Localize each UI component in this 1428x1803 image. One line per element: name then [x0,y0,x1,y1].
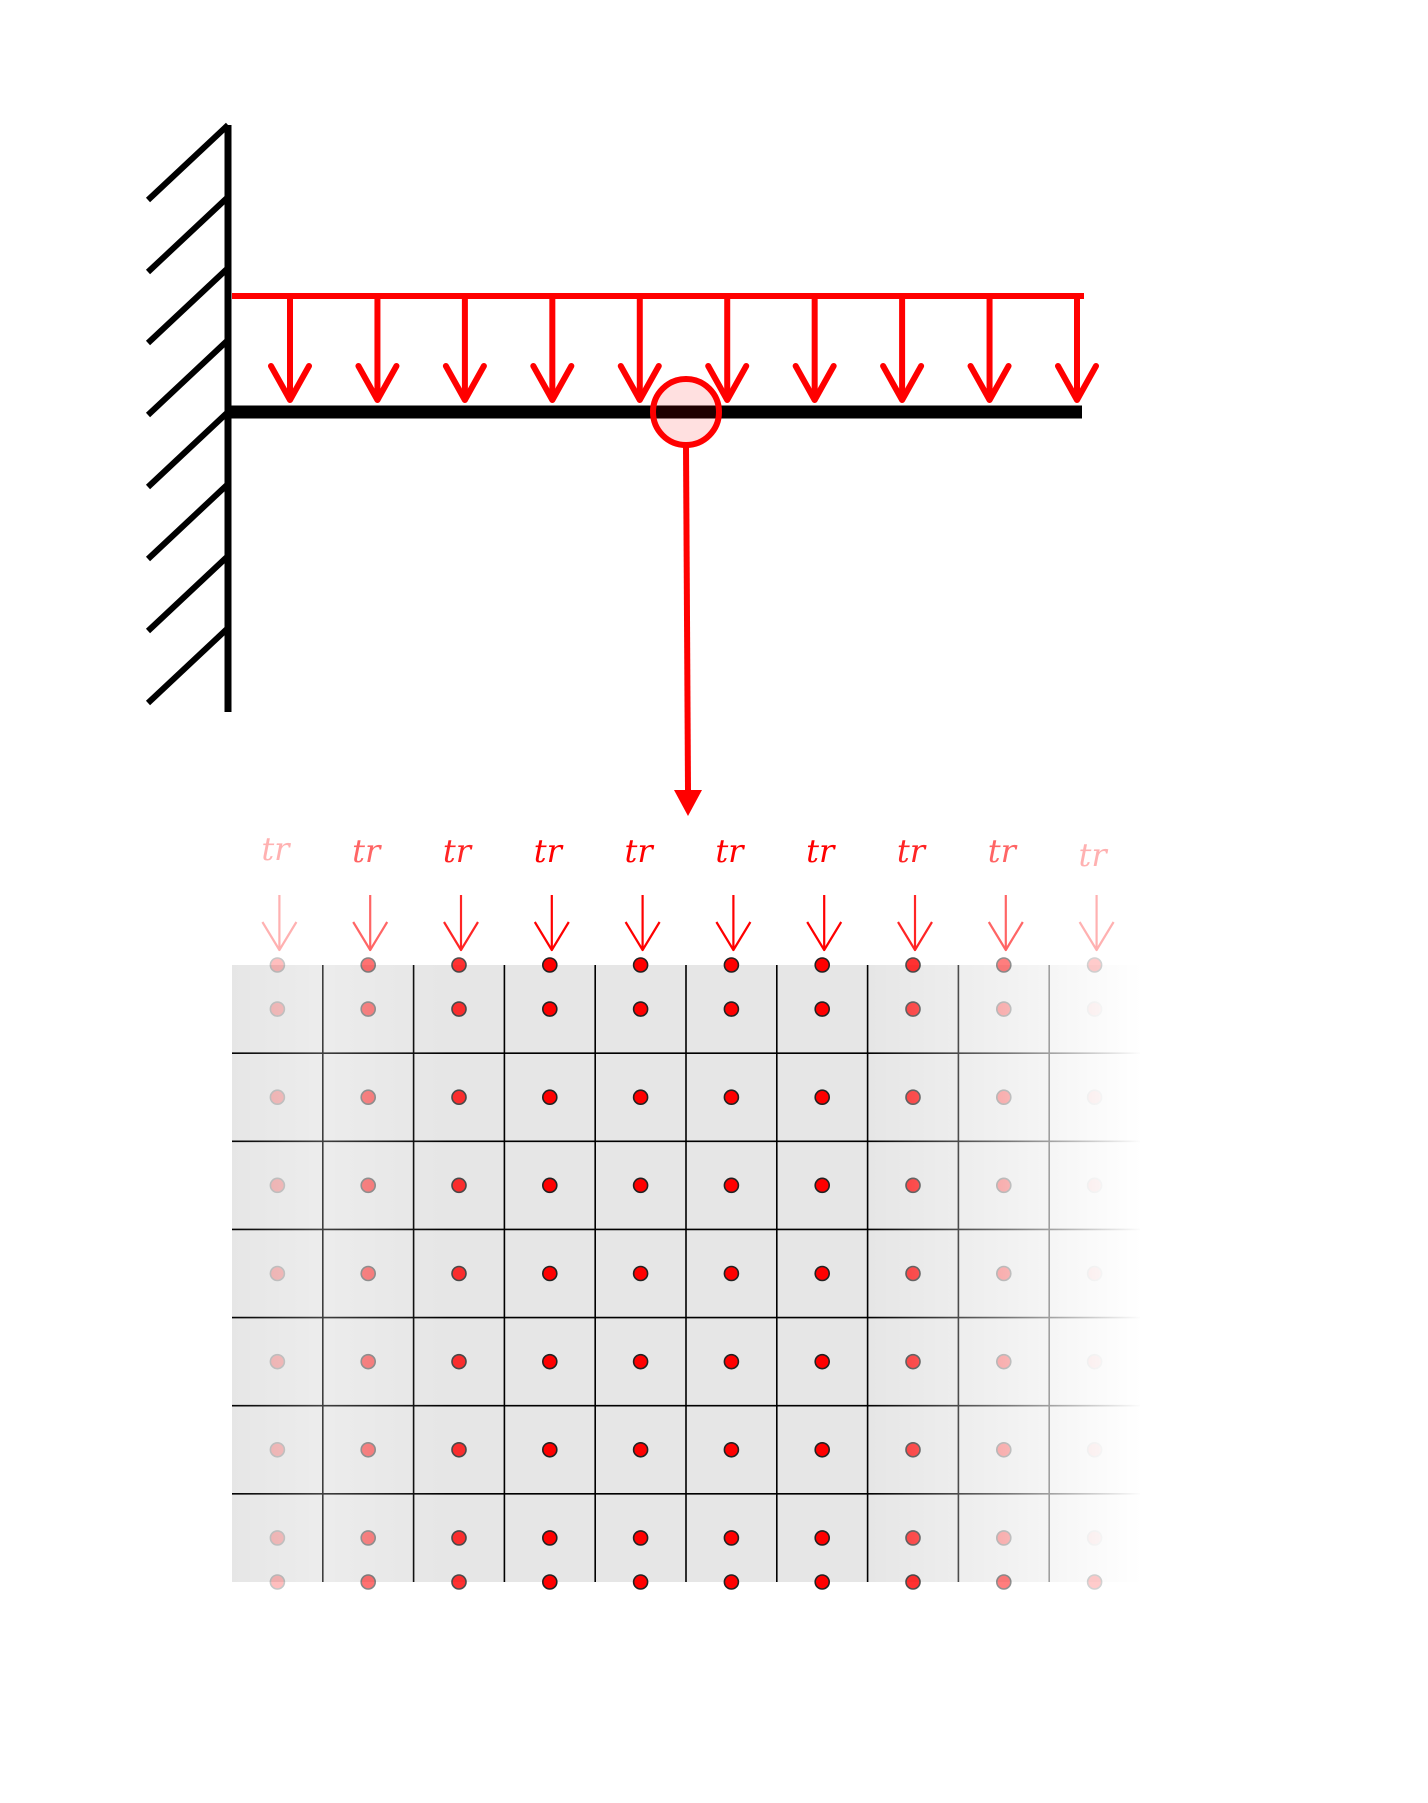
hatch-line [145,409,231,490]
traction-label: tr [897,832,927,870]
load-arrow [880,296,925,403]
boundary-point [995,957,1012,973]
boundary-point [632,957,649,973]
edge-points [269,957,1103,1590]
traction-label: tr [625,832,655,870]
zoom-circle [650,376,722,448]
wall-hatching [145,122,231,706]
traction-load: tr [806,832,843,952]
traction-label: tr [261,830,291,868]
boundary-point [1086,957,1103,973]
load-arrow [792,296,837,403]
load-arrow [530,296,575,403]
boundary-point [723,1574,740,1590]
hatch-line [145,337,231,418]
particle-grid [228,955,1142,1593]
traction-label: tr [715,832,745,870]
traction-arrowhead [533,921,570,952]
traction-label: tr [352,832,382,870]
traction-label: tr [806,832,836,870]
boundary-point [814,957,831,973]
load-arrow [967,296,1012,403]
hatch-line [145,194,231,275]
distributed-load [232,293,1099,403]
boundary-point [269,957,286,973]
boundary-point [632,1574,649,1590]
fixed-support-wall [145,122,232,712]
traction-load: tr [261,830,298,952]
hatch-line [145,265,231,346]
load-arrow [355,296,400,403]
hatch-line [145,122,231,203]
boundary-point [814,1574,831,1590]
traction-load: tr [443,832,479,952]
traction-arrowhead [624,921,661,952]
boundary-point [541,957,558,973]
traction-arrowhead [897,921,933,952]
traction-label: tr [534,832,564,870]
boundary-point [723,957,740,973]
traction-arrowhead [987,921,1024,952]
boundary-point [269,1574,286,1590]
traction-loads: tr tr tr tr tr tr tr tr tr tr [261,830,1115,952]
boundary-point [451,957,467,973]
traction-arrowhead [261,921,298,952]
hatch-line [145,553,231,634]
load-arrow [268,296,312,403]
traction-arrowhead [443,921,479,952]
boundary-point [995,1574,1012,1590]
traction-arrowhead [352,921,389,952]
load-arrow [1055,296,1099,403]
boundary-point [905,957,921,973]
traction-label: tr [443,832,473,870]
traction-load: tr [897,832,933,952]
traction-load: tr [624,832,661,952]
boundary-point [1086,1574,1103,1590]
load-arrow [705,296,750,403]
traction-load: tr [715,832,752,952]
traction-load: tr [987,832,1024,952]
traction-load: tr [1078,836,1115,952]
traction-arrowhead [715,921,752,952]
boundary-point [451,1574,467,1590]
traction-load: tr [533,832,570,952]
grid-fade-overlay [228,955,1142,1593]
load-arrow [442,296,487,403]
hatch-line [145,481,231,562]
load-arrow [617,296,662,403]
zoom-connector-arrowhead [674,790,702,816]
boundary-point [360,1574,377,1590]
traction-arrowhead [1078,921,1115,952]
boundary-point [360,957,377,973]
hatch-line [145,625,231,706]
load-arrows [268,296,1099,403]
traction-label: tr [988,832,1018,870]
traction-arrowhead [806,921,843,952]
boundary-point [541,1574,558,1590]
traction-load: tr [352,832,389,952]
boundary-point [905,1574,921,1590]
zoom-connector-line [683,445,691,791]
traction-label: tr [1079,836,1109,874]
